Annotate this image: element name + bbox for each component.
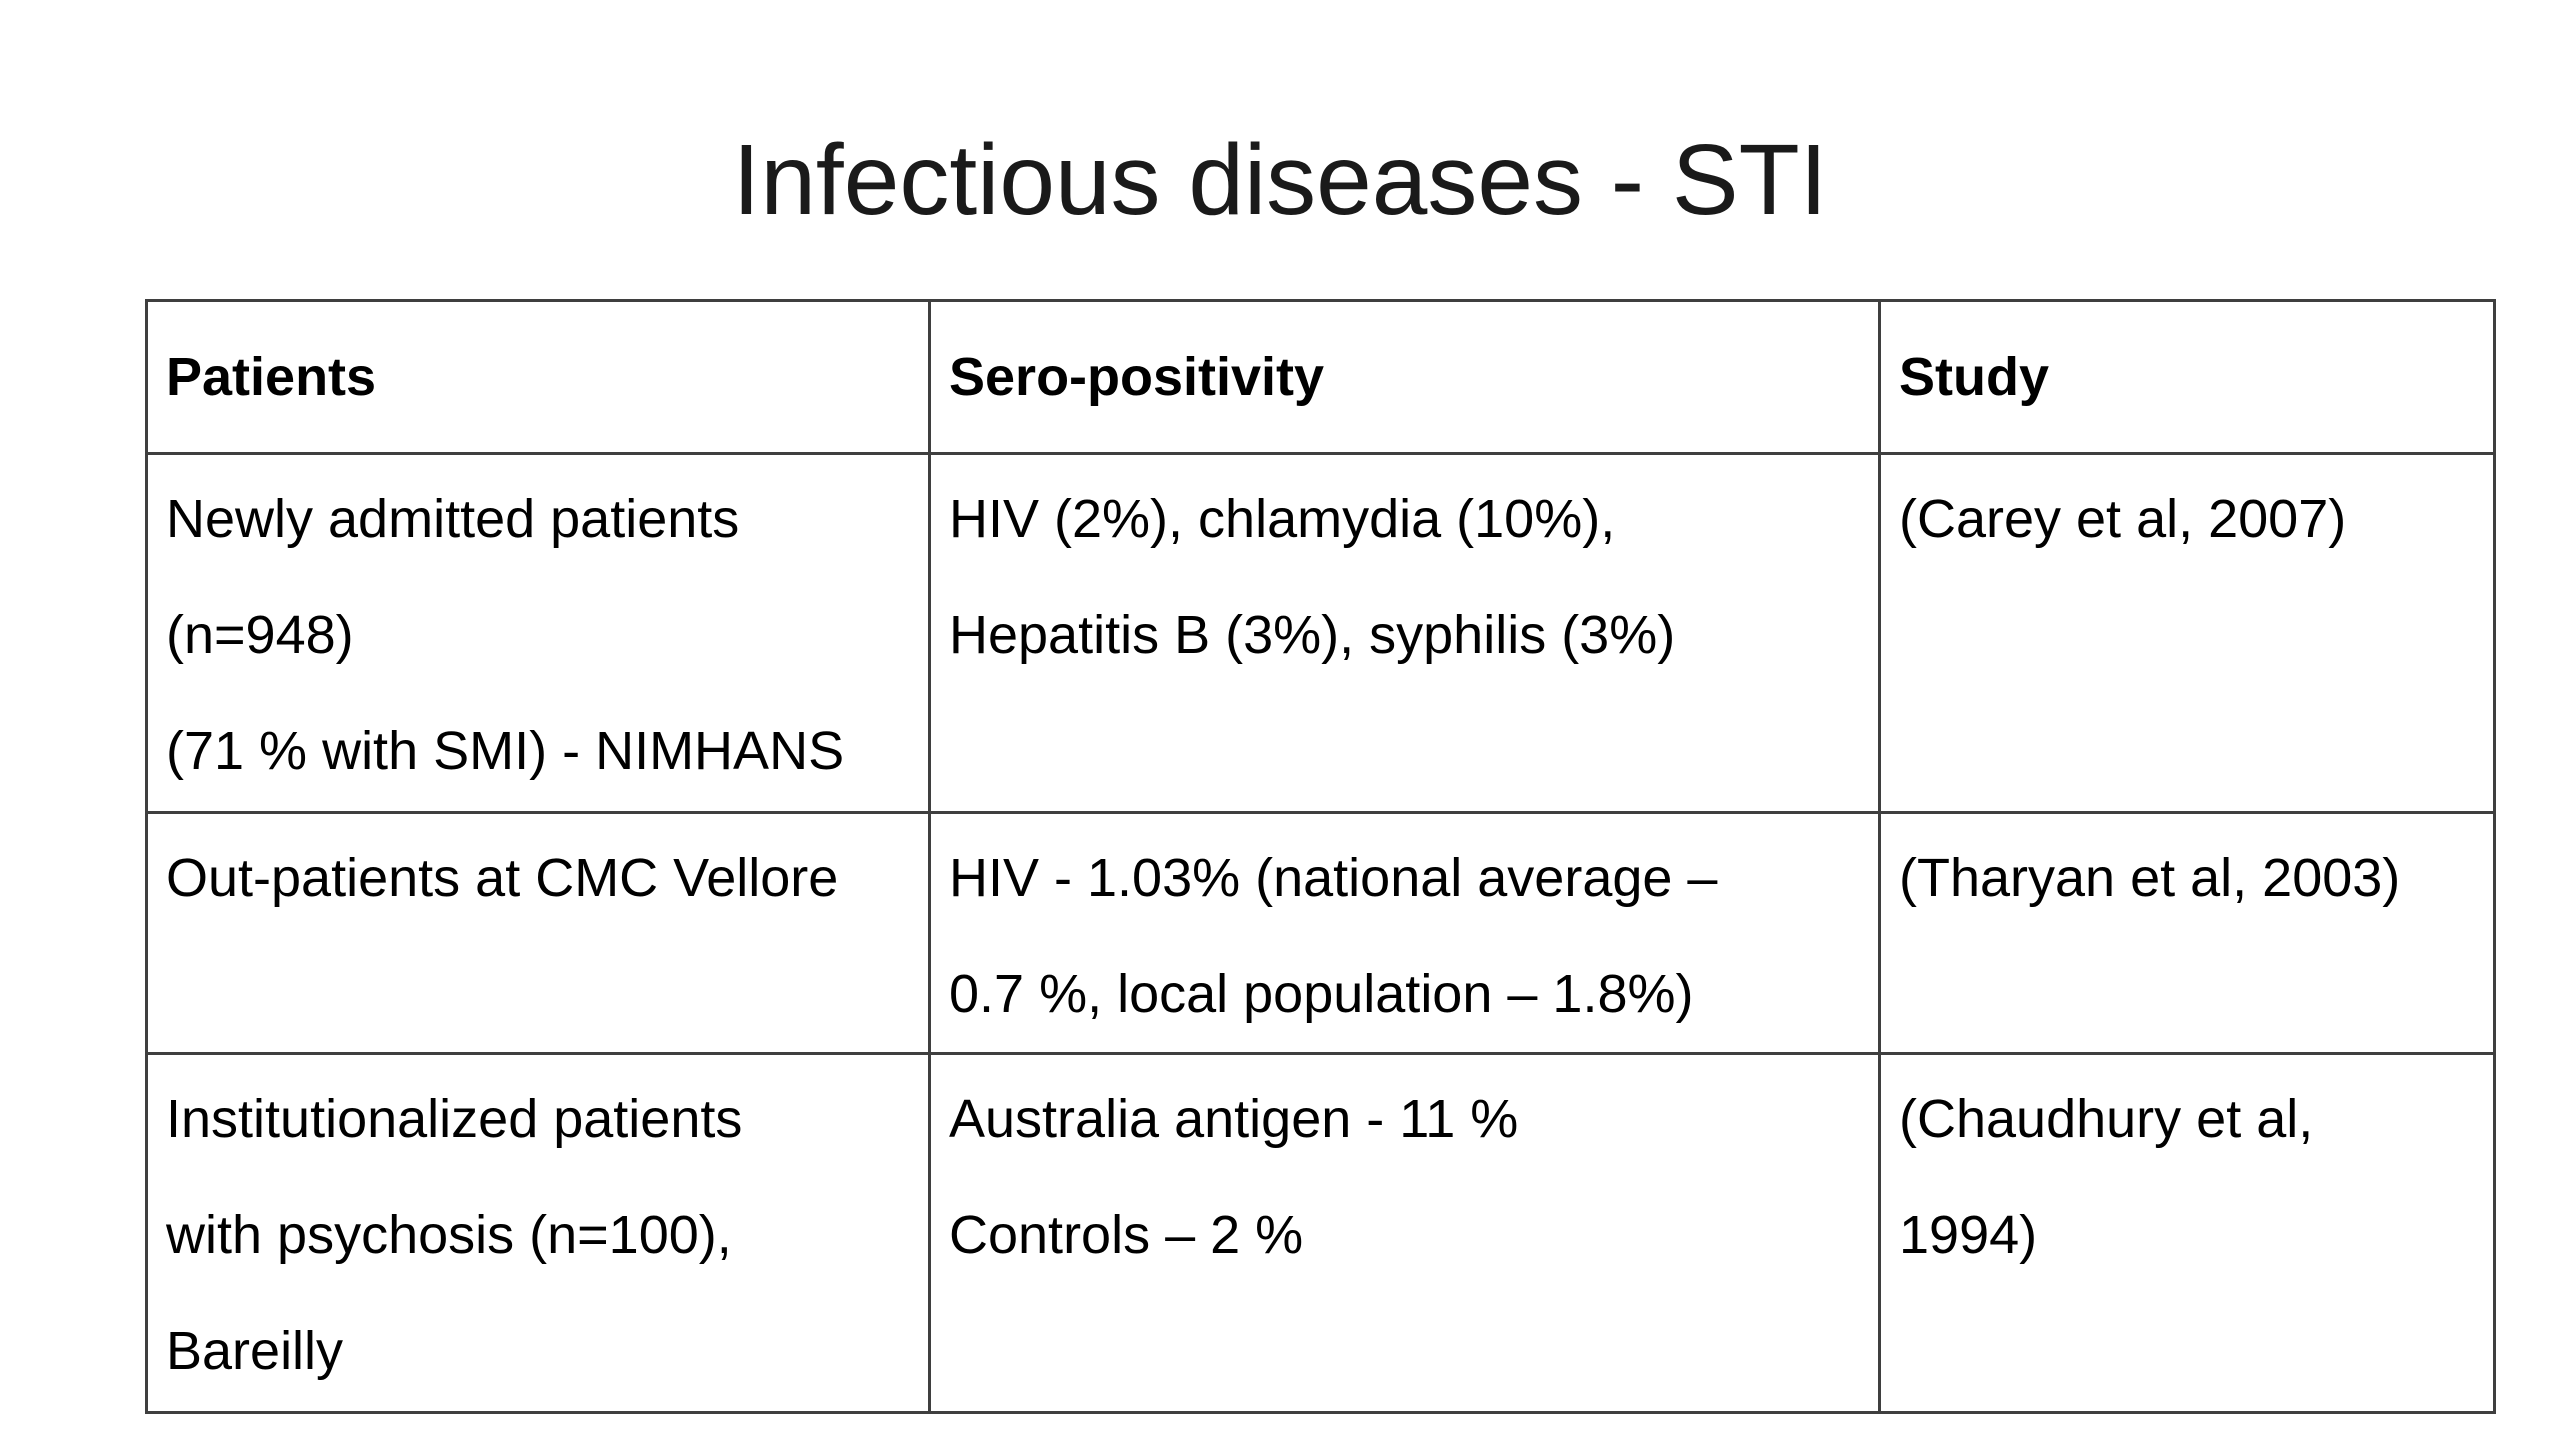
slide-title: Infectious diseases - STI [732, 124, 1828, 236]
cell-text-line: Institutionalized patients [166, 1089, 743, 1149]
cell-sero-positivity: HIV - 1.03% (national average – 0.7 %, l… [928, 811, 1881, 1055]
cell-study: (Chaudhury et al, 1994) [1878, 1052, 2496, 1414]
cell-text-line: Out-patients at CMC Vellore [166, 848, 839, 908]
cell-text-line: Controls – 2 % [949, 1205, 1304, 1265]
cell-text-line: (n=948) [166, 605, 354, 665]
cell-text-line: HIV (2%), chlamydia (10%), [949, 489, 1616, 549]
cell-text-line: 0.7 %, local population – 1.8%) [949, 964, 1694, 1024]
cell-text-line: (Chaudhury et al, [1899, 1089, 2314, 1149]
sti-table: Patients Sero-positivity Study Newly adm… [145, 299, 2496, 1414]
table-row: Institutionalized patients with psychosi… [145, 1052, 2496, 1414]
cell-text-line: Bareilly [166, 1321, 344, 1381]
cell-patients: Newly admitted patients (n=948) (71 % wi… [145, 452, 931, 814]
cell-text-line: (71 % with SMI) - NIMHANS [166, 721, 845, 781]
cell-text-line: 1994) [1899, 1205, 2038, 1265]
table-row: Out-patients at CMC Vellore HIV - 1.03% … [145, 811, 2496, 1055]
cell-text-line: with psychosis (n=100), [166, 1205, 732, 1265]
cell-sero-positivity: Australia antigen - 11 % Controls – 2 % [928, 1052, 1881, 1414]
cell-patients: Out-patients at CMC Vellore [145, 811, 931, 1055]
cell-text-line: Australia antigen - 11 % [949, 1089, 1519, 1149]
cell-text-line: (Carey et al, 2007) [1899, 489, 2347, 549]
cell-text-line: (Tharyan et al, 2003) [1899, 848, 2401, 908]
header-sero-positivity: Sero-positivity [928, 299, 1881, 455]
cell-text-line: Hepatitis B (3%), syphilis (3%) [949, 605, 1676, 665]
cell-study: (Tharyan et al, 2003) [1878, 811, 2496, 1055]
header-patients: Patients [145, 299, 931, 455]
table-header-row: Patients Sero-positivity Study [145, 299, 2496, 455]
cell-text-line: Newly admitted patients [166, 489, 740, 549]
cell-sero-positivity: HIV (2%), chlamydia (10%), Hepatitis B (… [928, 452, 1881, 814]
header-study: Study [1878, 299, 2496, 455]
cell-study: (Carey et al, 2007) [1878, 452, 2496, 814]
cell-patients: Institutionalized patients with psychosi… [145, 1052, 931, 1414]
cell-text-line: HIV - 1.03% (national average – [949, 848, 1718, 908]
table-row: Newly admitted patients (n=948) (71 % wi… [145, 452, 2496, 814]
